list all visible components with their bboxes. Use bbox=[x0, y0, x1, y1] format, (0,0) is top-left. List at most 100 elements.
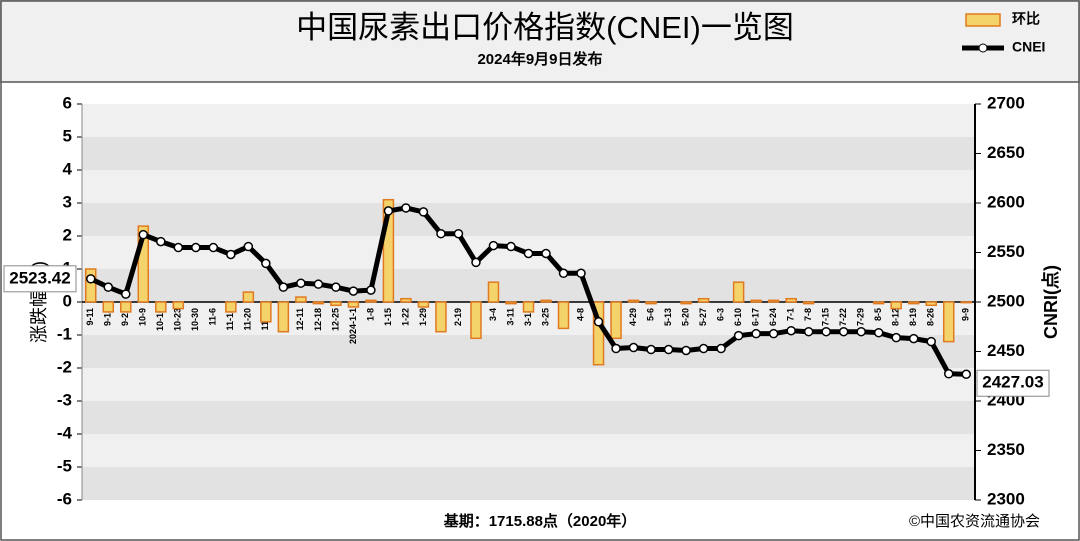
point bbox=[663, 344, 674, 355]
x-tick-label: 7-22 bbox=[838, 308, 848, 326]
point bbox=[313, 279, 324, 289]
x-tick-label: 8-12 bbox=[891, 308, 901, 326]
x-tick-label: 9-18 bbox=[103, 308, 113, 326]
bar bbox=[680, 301, 692, 305]
y-tick-label: -5 bbox=[57, 456, 72, 475]
y2-tick-label: 2350 bbox=[987, 440, 1025, 459]
point bbox=[173, 242, 184, 253]
bar bbox=[645, 301, 657, 305]
point bbox=[331, 282, 341, 292]
point bbox=[418, 207, 429, 217]
bar bbox=[785, 297, 797, 303]
y-tick-label: -1 bbox=[57, 324, 72, 343]
x-tick-label: 12-18 bbox=[313, 308, 323, 331]
bar bbox=[697, 297, 710, 303]
bar bbox=[925, 301, 937, 307]
point bbox=[261, 258, 271, 269]
y-tick-label: 3 bbox=[63, 192, 72, 211]
bar bbox=[767, 299, 780, 303]
point bbox=[908, 333, 919, 344]
x-tick-label: 11-6 bbox=[208, 308, 218, 326]
point bbox=[891, 332, 901, 343]
point bbox=[471, 257, 481, 268]
legend-label: 环比 bbox=[1012, 11, 1040, 27]
legend-swatch bbox=[965, 13, 1001, 27]
bar bbox=[802, 301, 815, 305]
x-tick-label: 10-16 bbox=[155, 308, 165, 331]
bar bbox=[260, 301, 272, 323]
x-tick-label: 11-20 bbox=[243, 308, 253, 331]
x-tick-label: 10-9 bbox=[138, 308, 148, 326]
grid-band bbox=[82, 467, 975, 500]
point bbox=[156, 236, 166, 247]
grid-band bbox=[82, 170, 975, 203]
bar bbox=[137, 225, 150, 303]
legend-swatch bbox=[978, 43, 988, 53]
grid-band bbox=[82, 104, 975, 137]
x-tick-label: 11-13 bbox=[225, 308, 235, 331]
x-tick-label: 6-3 bbox=[715, 308, 725, 321]
point bbox=[138, 229, 149, 240]
bar bbox=[627, 299, 640, 303]
point bbox=[961, 369, 971, 379]
bar bbox=[242, 291, 255, 303]
x-tick-label: 7-15 bbox=[821, 308, 831, 326]
bar bbox=[102, 301, 115, 313]
bar bbox=[312, 301, 325, 305]
chart-subtitle: 2024年9月9日发布 bbox=[477, 50, 602, 68]
point bbox=[506, 241, 516, 252]
bar bbox=[750, 299, 762, 303]
point bbox=[383, 206, 394, 216]
x-tick-label: 3-25 bbox=[540, 308, 550, 326]
bar bbox=[400, 297, 412, 303]
y2-tick-label: 2550 bbox=[987, 242, 1025, 261]
y-tick-label: -6 bbox=[57, 489, 72, 508]
x-tick-label: 8-5 bbox=[873, 308, 883, 321]
bar bbox=[225, 301, 237, 313]
x-tick-label: 10-23 bbox=[173, 308, 183, 331]
x-tick-label: 9-11 bbox=[85, 308, 95, 326]
x-tick-label: 6-17 bbox=[751, 308, 761, 326]
bar bbox=[540, 299, 552, 303]
point bbox=[751, 328, 761, 339]
value-label: 2427.03 bbox=[982, 373, 1043, 392]
bar bbox=[277, 301, 290, 333]
point bbox=[436, 228, 446, 239]
point bbox=[558, 268, 569, 279]
x-tick-label: 3-18 bbox=[523, 308, 533, 326]
bar bbox=[522, 301, 535, 313]
point bbox=[716, 343, 726, 354]
value-label: 2523.42 bbox=[9, 268, 70, 287]
value-label-box bbox=[976, 369, 1050, 397]
bar bbox=[942, 301, 955, 343]
y-tick-label: -3 bbox=[57, 390, 72, 409]
grid-band bbox=[82, 137, 975, 170]
y-tick-label: -2 bbox=[57, 357, 72, 376]
point bbox=[226, 249, 236, 260]
bar bbox=[295, 296, 307, 303]
point bbox=[121, 289, 131, 299]
x-tick-label: 9-25 bbox=[120, 308, 130, 326]
point bbox=[821, 326, 831, 337]
bar bbox=[505, 301, 517, 305]
y-tick-label: 5 bbox=[63, 126, 72, 145]
y2-tick-label: 2300 bbox=[987, 489, 1025, 508]
bar bbox=[85, 268, 97, 303]
x-tick-label: 5-27 bbox=[698, 308, 708, 326]
x-tick-label: 12-25 bbox=[330, 308, 340, 331]
grid-band bbox=[82, 368, 975, 401]
point bbox=[733, 330, 744, 341]
bar bbox=[907, 301, 920, 305]
x-tick-label: 6-10 bbox=[733, 308, 743, 326]
point bbox=[576, 268, 586, 279]
source: ©中国农资流通协会 bbox=[909, 513, 1040, 530]
bar bbox=[382, 198, 395, 303]
point bbox=[243, 241, 254, 252]
footnote: 基期：1715.88点（2020年） bbox=[443, 512, 637, 530]
x-tick-label: 1-15 bbox=[383, 308, 393, 326]
y2-tick-label: 2650 bbox=[987, 143, 1025, 162]
y2-tick-label: 2600 bbox=[987, 192, 1025, 211]
point bbox=[86, 274, 96, 284]
x-tick-label: 1-22 bbox=[400, 308, 410, 326]
